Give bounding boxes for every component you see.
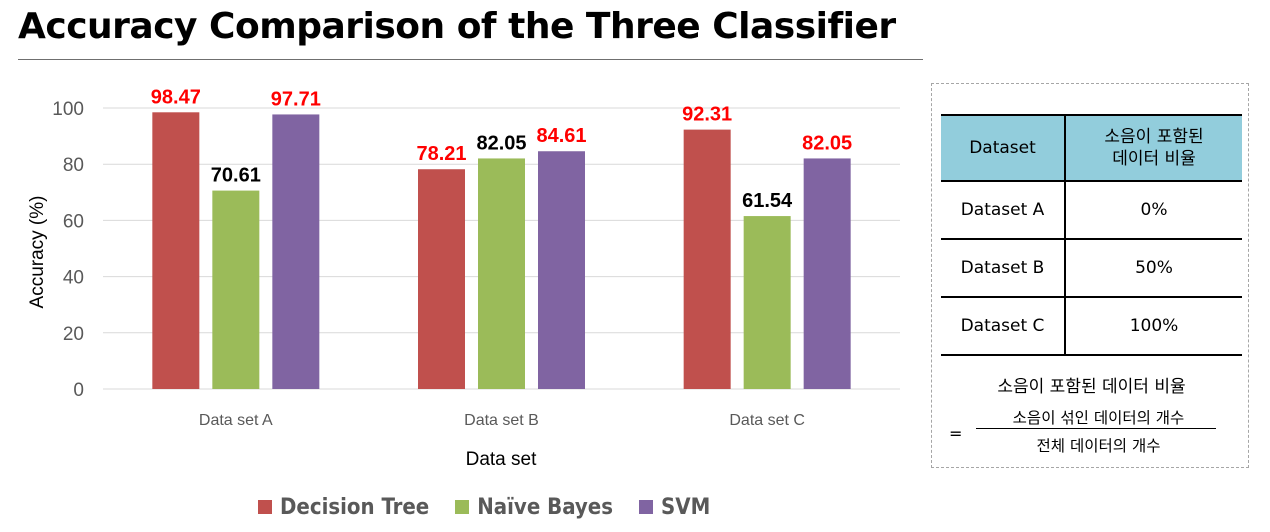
bar	[683, 129, 731, 390]
data-label: 61.54	[742, 190, 793, 212]
legend-label-decision-tree: Decision Tree	[280, 494, 430, 520]
table-row: Dataset C 100%	[941, 296, 1242, 356]
x-tick-label: Data set C	[729, 412, 805, 429]
legend-label-naive-bayes: Naïve Bayes	[477, 494, 614, 520]
table-cell-dataset: Dataset B	[941, 238, 1066, 298]
table-header-dataset: Dataset	[941, 114, 1066, 182]
bar	[418, 169, 465, 389]
x-tick-label: Data set A	[199, 412, 273, 429]
noise-info-panel	[931, 83, 1249, 468]
y-tick-label: 100	[52, 99, 84, 120]
y-tick-label: 40	[63, 268, 84, 289]
y-tick-label: 20	[63, 324, 84, 345]
y-tick-label: 60	[63, 211, 84, 232]
chart-bars	[152, 112, 851, 390]
formula-denominator: 전체 데이터의 개수	[1036, 437, 1161, 455]
data-label: 98.47	[151, 86, 201, 108]
bar	[272, 114, 320, 389]
formula-fraction-bar	[976, 428, 1216, 429]
table-header-row: Dataset 소음이 포함된 데이터 비율	[941, 114, 1242, 182]
legend-item-svm: SVM	[639, 495, 710, 520]
y-axis-label: Accuracy (%)	[27, 196, 48, 309]
legend-label-svm: SVM	[661, 494, 711, 520]
chart-data-labels: 98.47 70.61 97.71 78.21 82.05 84.61 92.31 61.54…	[151, 86, 852, 212]
data-label: 78.21	[416, 143, 466, 165]
data-label: 70.61	[211, 165, 261, 187]
table-cell-ratio: 50%	[1065, 238, 1242, 298]
y-axis-ticks: 0 20 40 60 80 100	[52, 99, 84, 401]
title-underline	[18, 59, 923, 60]
y-tick-label: 0	[73, 380, 84, 401]
x-axis-ticks: Data set A Data set B Data set C	[199, 412, 805, 429]
table-cell-dataset: Dataset C	[941, 296, 1066, 356]
data-label: 92.31	[682, 104, 732, 126]
bar	[212, 190, 260, 389]
data-label: 82.05	[802, 132, 852, 154]
accuracy-bar-chart: 0 20 40 60 80 100 98.47 70.61 97.71 78.21 82.05 84…	[27, 86, 900, 470]
table-row: Dataset A 0%	[941, 180, 1242, 240]
table-cell-ratio: 100%	[1065, 296, 1242, 356]
bar	[152, 112, 200, 389]
bar	[803, 158, 851, 389]
bar	[743, 216, 791, 389]
formula-title: 소음이 포함된 데이터 비율	[997, 377, 1186, 397]
legend-swatch-svm	[639, 500, 654, 514]
formula-numerator: 소음이 섞인 데이터의 개수	[1012, 409, 1185, 427]
legend-swatch-naive-bayes	[455, 500, 470, 514]
data-label: 84.61	[536, 125, 586, 147]
bar	[478, 158, 525, 389]
chart-legend: Decision Tree Naïve Bayes SVM	[258, 490, 736, 524]
table-cell-dataset: Dataset A	[941, 180, 1066, 240]
bar	[538, 151, 585, 389]
page-title: Accuracy Comparison of the Three Classif…	[18, 6, 896, 47]
noise-ratio-table: Dataset 소음이 포함된 데이터 비율 Dataset A 0% Datas…	[941, 114, 1242, 356]
x-axis-label: Data set	[466, 449, 537, 470]
legend-item-naive-bayes: Naïve Bayes	[455, 495, 613, 520]
formula-equals: =	[949, 424, 963, 443]
legend-swatch-decision-tree	[258, 500, 272, 514]
legend-item-decision-tree: Decision Tree	[258, 495, 429, 520]
table-row: Dataset B 50%	[941, 238, 1242, 298]
data-label: 97.71	[271, 88, 321, 110]
table-cell-ratio: 0%	[1065, 180, 1242, 240]
data-label: 82.05	[476, 132, 526, 154]
x-tick-label: Data set B	[464, 412, 539, 429]
table-header-noise-ratio: 소음이 포함된 데이터 비율	[1065, 114, 1242, 182]
y-tick-label: 80	[63, 155, 84, 176]
